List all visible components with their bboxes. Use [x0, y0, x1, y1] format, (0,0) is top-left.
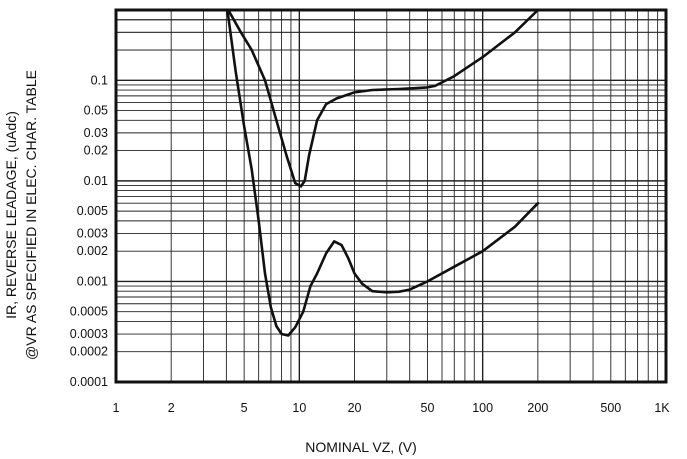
x-tick-label: 100	[472, 401, 493, 415]
x-tick-label: 50	[421, 401, 435, 415]
y-axis-label-line-1: IR, REVERSE LEADAGE, (uAdc)	[3, 111, 19, 319]
x-axis-label: NOMINAL VZ, (V)	[305, 439, 417, 455]
y-tick-label: 0.001	[77, 274, 108, 288]
y-tick-label: 0.0001	[70, 375, 108, 389]
x-tick-label: 200	[527, 401, 548, 415]
x-tick-label: 20	[348, 401, 362, 415]
y-tick-label: 0.0003	[70, 327, 108, 341]
y-axis-label: IR, REVERSE LEADAGE, (uAdc) @VR AS SPECIF…	[3, 70, 39, 360]
y-tick-label: 0.03	[84, 126, 108, 140]
series-line-2	[226, 8, 540, 337]
y-axis-label-line-2: @VR AS SPECIFIED IN ELEC. CHAR. TABLE	[23, 70, 39, 360]
x-tick-label: 500	[600, 401, 621, 415]
y-tick-label: 0.05	[84, 104, 108, 118]
data-curves	[226, 8, 540, 337]
y-tick-label: 0.0002	[70, 345, 108, 359]
series-line-1	[227, 8, 540, 188]
y-tick-label: 0.02	[84, 144, 108, 158]
grid-lines	[116, 10, 666, 382]
plot-frame	[114, 8, 668, 384]
x-tick-label: 10	[292, 401, 306, 415]
y-tick-label: 0.1	[91, 73, 108, 87]
y-tick-label: 0.002	[77, 244, 108, 258]
y-tick-label: 0.01	[84, 174, 108, 188]
y-tick-labels: 0.1 0.05 0.03 0.02 0.01 0.005 0.003 0.002 0.001 0…	[70, 73, 108, 389]
x-tick-label: 2	[168, 401, 175, 415]
y-tick-label: 0.005	[77, 204, 108, 218]
y-tick-label: 0.0005	[70, 305, 108, 319]
x-tick-labels: 1 2 5 10 20 50 100 200 500 1K	[113, 401, 671, 415]
x-tick-label: 5	[241, 401, 248, 415]
y-tick-label: 0.003	[77, 226, 108, 240]
x-tick-label: 1	[113, 401, 120, 415]
x-tick-label: 1K	[654, 401, 670, 415]
